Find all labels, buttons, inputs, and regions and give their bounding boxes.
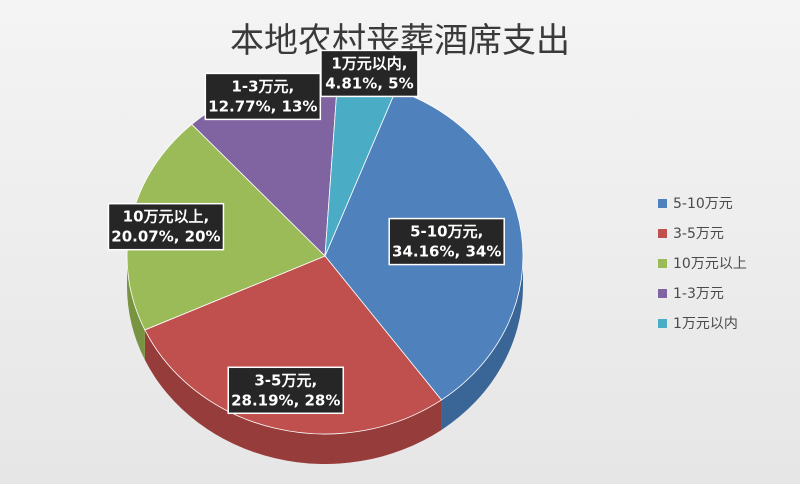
data-label-box [204, 72, 322, 121]
legend-label: 10万元以上 [673, 256, 747, 272]
data-label-2: 10万元以上, 20.07%, 20% [107, 202, 225, 251]
data-label-value: 12.77%, 13% [208, 97, 317, 115]
legend-label: 1-3万元 [673, 286, 724, 302]
data-label-1: 3-5万元, 28.19%, 28% [227, 366, 345, 415]
legend-entry-4: 1万元以内 [658, 316, 738, 332]
legend-swatch [658, 229, 667, 238]
slice-side-0 [441, 256, 523, 430]
data-label-box [227, 366, 345, 415]
data-label-box [320, 49, 419, 98]
data-label-category: 1-3万元, [231, 77, 294, 95]
data-label-value: 4.81%, 5% [325, 74, 413, 92]
legend-label: 5-10万元 [673, 196, 733, 212]
slice-side-1 [144, 329, 442, 464]
legend-swatch [658, 319, 667, 328]
data-label-value: 28.19%, 28% [231, 391, 340, 409]
legend-swatch [658, 199, 667, 208]
data-label-4: 1万元以内, 4.81%, 5% [320, 49, 419, 98]
legend-entry-0: 5-10万元 [658, 196, 733, 212]
legend-entry-3: 1-3万元 [658, 286, 724, 302]
legend: 5-10万元 3-5万元 10万元以上 1-3万元 1万元以内 [658, 196, 747, 332]
data-label-box [107, 202, 225, 251]
data-label-category: 1万元以内, [331, 54, 407, 72]
data-label-value: 20.07%, 20% [111, 228, 220, 246]
data-label-category: 10万元以上, [123, 208, 210, 226]
data-label-category: 5-10万元, [410, 223, 483, 241]
slice-1 [144, 255, 443, 435]
data-label-category: 3-5万元, [254, 371, 317, 389]
data-labels: 5-10万元, 34.16%, 34% 3-5万元, 28.19%, 28% 10万元以… [107, 49, 505, 415]
data-label-3: 1-3万元, 12.77%, 13% [204, 72, 322, 121]
pie-depth [127, 256, 523, 464]
data-label-0: 5-10万元, 34.16%, 34% [388, 217, 505, 266]
legend-swatch [658, 289, 667, 298]
legend-label: 1万元以内 [673, 316, 738, 332]
legend-swatch [658, 259, 667, 268]
data-label-value: 34.16%, 34% [392, 243, 501, 261]
legend-entry-1: 3-5万元 [658, 226, 724, 242]
legend-entry-2: 10万元以上 [658, 256, 747, 272]
slice-side-2 [127, 256, 145, 360]
legend-label: 3-5万元 [673, 226, 724, 242]
data-label-box [388, 217, 505, 266]
